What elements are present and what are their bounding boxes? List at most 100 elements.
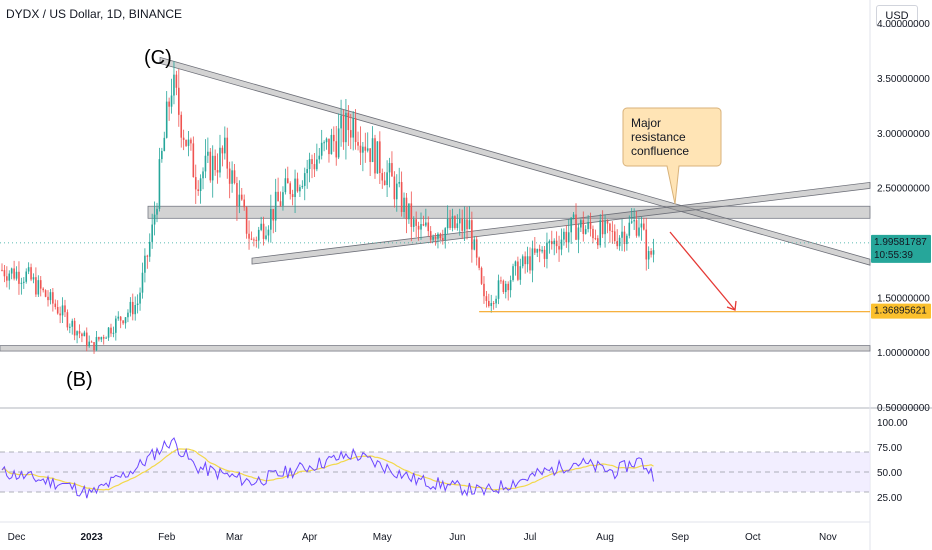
candle-body [296,178,299,192]
candle-body [69,326,71,328]
candle-body [488,300,490,307]
candle-body [165,101,168,138]
candle-body [323,142,325,144]
candle-body [270,208,272,230]
candle-body [238,194,241,207]
candle-body [575,214,577,240]
candle-body [529,256,531,271]
callout-text: confluence [631,144,689,158]
support-zone-bottom [0,345,871,352]
candle-body [320,142,323,156]
last-price-tag-text: 1.99581787 [874,237,927,248]
candle-body [187,139,190,146]
candle-body [388,163,391,173]
wave-label-b: (B) [66,369,93,391]
candle-body [645,229,648,260]
candle-body [248,233,250,239]
candle-body [594,238,597,240]
candle-body [369,148,371,162]
time-axis-tick: Nov [819,532,837,543]
candle-body [611,230,614,232]
candle-body [582,220,585,234]
candle-body [112,332,115,334]
candle-body [347,112,350,131]
candle-body [543,249,546,259]
candle-body [565,231,568,243]
candle-body [553,240,556,245]
candle-body [371,138,374,162]
candle-body [255,239,258,241]
callout-box [622,107,722,205]
candle-body [352,118,354,138]
price-axis-tick: 1.50000000 [877,293,930,304]
candlesticks [1,61,655,354]
candle-body [81,333,83,337]
candle-body [434,236,437,239]
candle-body [635,220,638,236]
candle-body [597,238,599,246]
candle-body [541,249,543,252]
projection-arrow [669,231,736,311]
candle-body [294,178,296,197]
candle-body [383,180,386,186]
candle-body [318,155,321,160]
candle-body [471,220,473,250]
time-axis-tick: Feb [158,532,176,543]
candle-body [131,301,134,315]
candle-body [115,318,117,333]
candle-body [10,268,13,274]
candle-body [257,229,260,241]
candle-body [59,313,61,316]
candle-body [417,225,420,230]
candle-body [647,251,650,260]
last-price-tag-bg [871,234,931,263]
candle-body [141,272,144,293]
rsi-ma-line [1,448,654,491]
candle-body [282,192,284,206]
time-axis-tick: Jul [524,532,537,543]
candle-body [536,248,539,253]
candle-body [524,256,526,265]
candle-body [277,191,279,202]
candle-body [492,303,495,305]
candle-body [151,224,153,242]
candle-body [599,220,602,246]
candle-body [265,235,267,239]
candle-body [643,223,645,230]
candle-body [587,221,589,230]
candle-body [463,219,466,231]
candle-body [156,208,158,215]
candle-body [546,242,548,259]
candle-body [144,255,146,273]
candle-body [548,241,551,243]
ascending-trendline [251,181,871,265]
candle-body [250,238,253,240]
time-axis-tick: Mar [226,532,244,543]
candle-body [410,203,413,227]
time-axis-tick: Apr [302,532,318,543]
candle-body [374,138,376,174]
candle-body [364,146,367,151]
candle-body [437,233,439,239]
candle-body [427,222,430,232]
candle-body [405,197,408,220]
candle-body [357,142,359,146]
price-axis-tick: 1.00000000 [877,348,930,359]
candle-body [88,341,90,347]
candle-body [221,147,224,154]
candle-body [466,219,468,230]
currency-button[interactable]: USD [876,5,918,27]
candle-body [158,159,161,209]
candle-body [359,145,362,153]
candle-body [391,163,393,177]
candle-body [425,222,427,226]
last-price-tag: 1.99581787 10:55:39 [871,234,931,263]
candle-body [134,305,137,315]
candle-body [509,280,512,291]
candle-body [39,280,42,289]
candle-body [214,155,216,171]
candle-body [500,280,502,282]
candle-body [504,283,507,293]
